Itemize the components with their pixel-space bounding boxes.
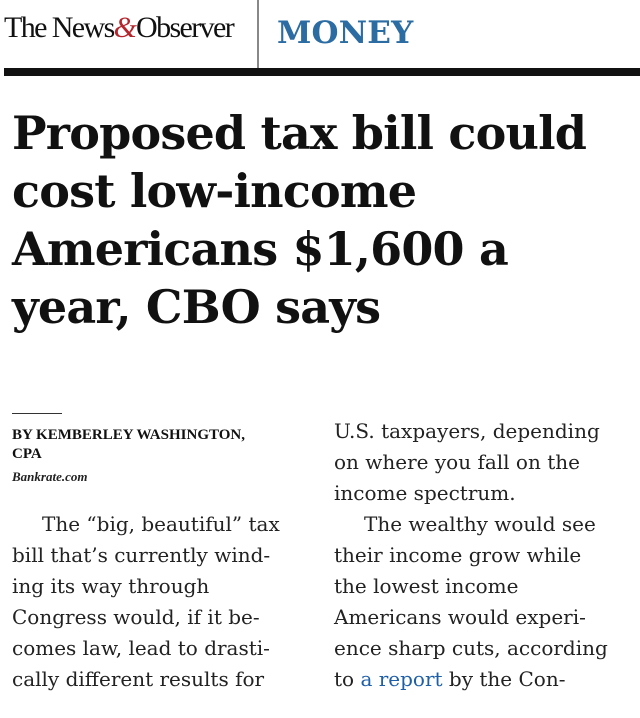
section-link-money[interactable]: MONEY xyxy=(277,15,414,51)
byline-rule xyxy=(12,413,62,414)
brand-name-before: The News xyxy=(4,11,115,44)
byline-source: Bankrate.com xyxy=(12,469,88,484)
body-line: on where you fall on the xyxy=(334,450,580,474)
body-line: ence sharp cuts, according xyxy=(334,636,608,660)
body-line: The “big, beautiful” tax xyxy=(42,512,280,536)
body-line: income spectrum. xyxy=(334,481,516,505)
brand-logo[interactable]: The News&Observer xyxy=(4,11,235,44)
body-line: bill that’s currently wind- xyxy=(12,543,271,567)
article-body-column-right: U.S. taxpayers, depending on where you f… xyxy=(334,416,634,695)
masthead-divider xyxy=(257,0,259,68)
article-body-column-left: The “big, beautiful” tax bill that’s cur… xyxy=(12,509,312,695)
body-line: cally different results for xyxy=(12,667,265,691)
body-line: U.S. taxpayers, depending xyxy=(334,419,600,443)
body-line-with-link: to a report by the Con- xyxy=(334,664,634,695)
body-line: Congress would, if it be- xyxy=(12,605,260,629)
body-text: by the Con- xyxy=(442,667,566,691)
byline-author-line-2: CPA xyxy=(12,446,42,462)
body-line: the lowest income xyxy=(334,574,519,598)
body-line: ing its way through xyxy=(12,574,210,598)
body-line: their income grow while xyxy=(334,543,582,567)
masthead-rule xyxy=(4,68,640,76)
body-line: Americans would experi- xyxy=(334,605,586,629)
byline-author-line-1: BY KEMBERLEY WASHINGTON, xyxy=(12,427,245,443)
byline-author: BY KEMBERLEY WASHINGTON, CPA xyxy=(12,426,302,464)
body-text: to xyxy=(334,667,361,691)
body-line: The wealthy would see xyxy=(364,512,596,536)
masthead: The News&Observer MONEY xyxy=(0,0,640,76)
brand-ampersand: & xyxy=(113,11,137,44)
report-link[interactable]: a report xyxy=(360,667,443,691)
brand-name-after: Observer xyxy=(136,11,235,44)
article-headline: Proposed tax bill could cost low-income … xyxy=(12,106,587,334)
body-line: comes law, lead to drasti- xyxy=(12,636,270,660)
